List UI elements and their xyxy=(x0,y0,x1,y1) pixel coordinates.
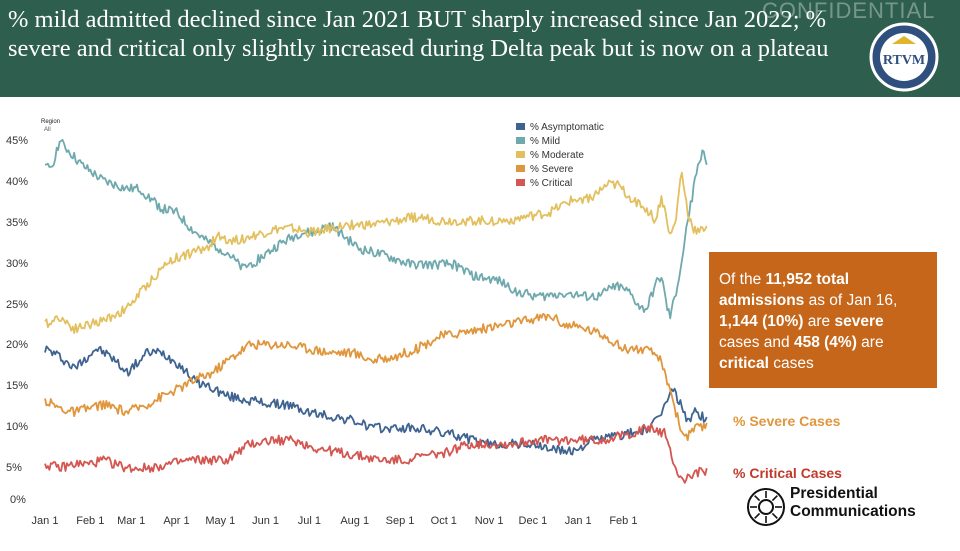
header-banner: % mild admitted declined since Jan 2021 … xyxy=(0,0,960,97)
series-layer xyxy=(44,138,708,484)
rtvm-seal-icon: RTVM xyxy=(869,22,939,92)
x-tick-label: Oct 1 xyxy=(431,515,457,527)
series-line-severe xyxy=(44,312,708,442)
legend-swatch xyxy=(516,165,525,172)
legend-swatch xyxy=(516,151,525,158)
callout-line-1: Of the 11,952 total xyxy=(719,271,850,288)
legend-label: % Asymptomatic xyxy=(530,122,604,133)
y-tick-label: 45% xyxy=(6,135,28,147)
page-title: % mild admitted declined since Jan 2021 … xyxy=(8,6,829,62)
legend-item-severe: % Severe xyxy=(516,164,574,175)
legend: % Asymptomatic % Mild % Moderate % Sever… xyxy=(516,122,604,189)
x-tick-label: Apr 1 xyxy=(163,515,189,527)
x-tick-label: Aug 1 xyxy=(340,515,369,527)
callout-line-4: cases and 458 (4%) are xyxy=(719,334,884,351)
callout-line-2: admissions as of Jan 16, xyxy=(719,292,898,309)
x-tick-label: Feb 1 xyxy=(609,515,637,527)
legend-swatch xyxy=(516,179,525,186)
region-filter[interactable]: Region All xyxy=(41,119,60,133)
region-value: All xyxy=(44,127,51,133)
callout-line-5: critical cases xyxy=(719,355,814,372)
x-tick-label: Sep 1 xyxy=(386,515,415,527)
y-tick-label: 40% xyxy=(6,176,28,188)
x-tick-label: Jan 1 xyxy=(565,515,592,527)
legend-label: % Critical xyxy=(530,178,572,189)
logo-line-1: Presidential xyxy=(790,485,878,502)
region-label: Region xyxy=(41,119,60,125)
legend-item-critical: % Critical xyxy=(516,178,572,189)
series-line-asymptomatic xyxy=(44,345,708,456)
legend-item-mild: % Mild xyxy=(516,136,560,147)
legend-swatch xyxy=(516,137,525,144)
legend-swatch xyxy=(516,123,525,130)
legend-item-asymptomatic: % Asymptomatic xyxy=(516,122,604,133)
x-tick-label: Dec 1 xyxy=(519,515,548,527)
y-tick-label: 20% xyxy=(6,339,28,351)
legend-item-moderate: % Moderate xyxy=(516,150,584,161)
presidential-communications-logo: Presidential Communications xyxy=(746,485,956,531)
x-tick-label: Nov 1 xyxy=(475,515,504,527)
x-tick-label: Jan 1 xyxy=(32,515,59,527)
y-tick-label: 0% xyxy=(10,494,26,506)
series-line-moderate xyxy=(44,171,708,334)
line-chart: 45% 40% 35% 30% 25% 20% 15% 10% 5% 0% Re… xyxy=(6,119,708,527)
logo-wordmark: Presidential Communications xyxy=(790,485,916,521)
admissions-callout: Of the 11,952 total admissions as of Jan… xyxy=(709,252,937,388)
seal-text: RTVM xyxy=(883,53,925,68)
critical-cases-label: % Critical Cases xyxy=(733,465,842,481)
y-tick-label: 25% xyxy=(6,299,28,311)
x-tick-label: Feb 1 xyxy=(76,515,104,527)
x-tick-label: Jun 1 xyxy=(252,515,279,527)
logo-line-2: Communications xyxy=(790,503,916,520)
x-tick-label: Mar 1 xyxy=(117,515,145,527)
y-tick-label: 10% xyxy=(6,421,28,433)
legend-label: % Moderate xyxy=(530,150,584,161)
legend-label: % Severe xyxy=(530,164,574,175)
y-tick-label: 35% xyxy=(6,217,28,229)
series-line-mild xyxy=(44,138,708,320)
y-tick-label: 30% xyxy=(6,258,28,270)
y-axis: 45% 40% 35% 30% 25% 20% 15% 10% 5% 0% xyxy=(6,135,28,506)
y-tick-label: 15% xyxy=(6,380,28,392)
x-tick-label: Jul 1 xyxy=(298,515,321,527)
sunburst-seal-icon xyxy=(747,488,785,526)
callout-line-3: 1,144 (10%) are severe xyxy=(719,313,884,330)
severe-cases-label: % Severe Cases xyxy=(733,413,841,429)
x-tick-label: May 1 xyxy=(205,515,235,527)
series-line-critical xyxy=(44,423,708,484)
confidential-watermark: CONFIDENTIAL xyxy=(762,0,936,23)
y-tick-label: 5% xyxy=(6,462,22,474)
x-axis: Jan 1 Feb 1 Mar 1 Apr 1 May 1 Jun 1 Jul 1 Aug 1… xyxy=(32,515,638,527)
legend-label: % Mild xyxy=(530,136,560,147)
